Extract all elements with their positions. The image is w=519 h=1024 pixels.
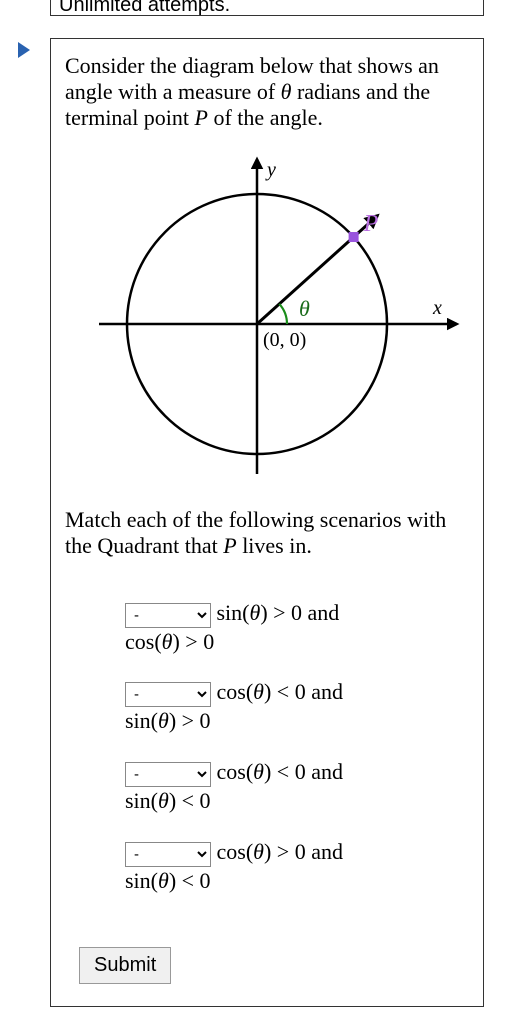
diagram-svg: θ Py x (0, 0) [67,139,467,489]
match-instructions: Match each of the following scenarios wi… [65,507,469,559]
svg-text:P: P [363,211,379,237]
scenario-row: - sin(θ) > 0 and cos(θ) > 0 [125,599,469,657]
condition-line2: cos(θ) > 0 [125,629,214,654]
P-symbol: P [195,105,208,130]
intro-post: of the angle. [208,105,323,130]
scenario-row: - cos(θ) > 0 andsin(θ) < 0 [125,838,469,896]
condition-line2: sin(θ) > 0 [125,708,211,733]
intro-paragraph: Consider the diagram below that shows an… [65,53,469,131]
condition-line2: sin(θ) < 0 [125,788,211,813]
quadrant-select[interactable]: - [125,682,211,707]
collapse-toggle-icon[interactable] [18,42,30,58]
question-container: Consider the diagram below that shows an… [50,38,484,1007]
condition-line2: sin(θ) < 0 [125,868,211,893]
match-P: P [223,533,236,558]
scenario-row: - cos(θ) < 0 andsin(θ) < 0 [125,758,469,816]
quadrant-select[interactable]: - [125,842,211,867]
svg-text:θ: θ [299,296,310,321]
condition-line1: cos(θ) < 0 and [211,679,343,704]
scenario-row: - cos(θ) < 0 andsin(θ) > 0 [125,678,469,736]
previous-box-fragment: Unlimited attempts. [50,0,484,16]
condition-line1: cos(θ) < 0 and [211,759,343,784]
theta-symbol: θ [281,79,292,104]
quadrant-select[interactable]: - [125,603,211,628]
unit-circle-diagram: θ Py x (0, 0) [65,139,469,489]
submit-button[interactable]: Submit [79,947,171,984]
fragment-text: Unlimited attempts. [59,0,230,16]
condition-line1: sin(θ) > 0 and [211,600,339,625]
svg-text:x: x [432,297,442,319]
condition-line1: cos(θ) > 0 and [211,839,343,864]
quadrant-select[interactable]: - [125,762,211,787]
svg-text:y: y [265,159,276,181]
match-post: lives in. [237,533,312,558]
svg-text:(0, 0): (0, 0) [263,329,306,351]
